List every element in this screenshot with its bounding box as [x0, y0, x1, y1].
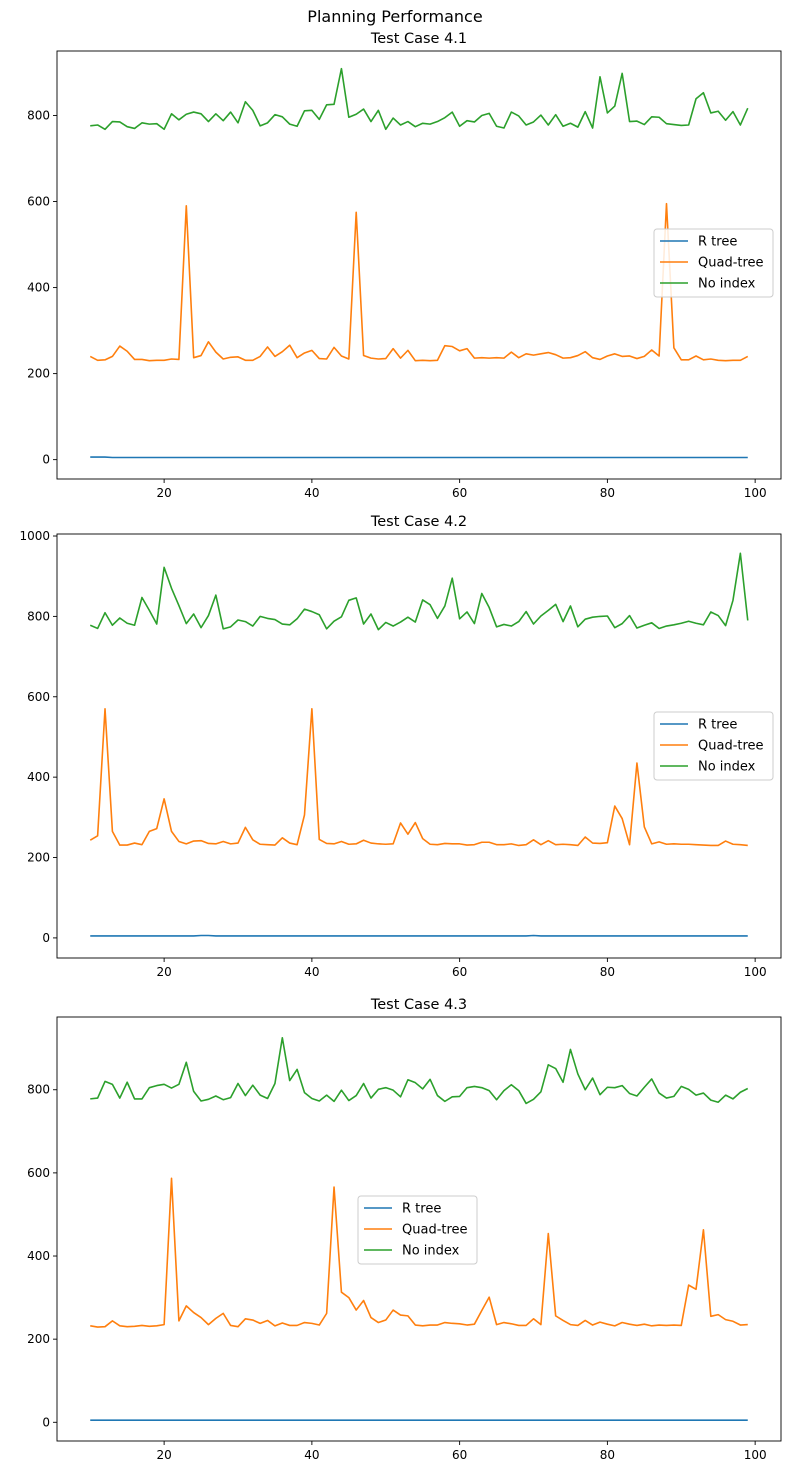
x-tick-label: 100	[744, 965, 767, 979]
y-tick-label: 800	[27, 1083, 50, 1097]
x-tick-label: 20	[156, 486, 171, 500]
series-line-no-index	[90, 1036, 749, 1105]
y-tick-label: 0	[42, 931, 50, 945]
y-tick-label: 1000	[19, 529, 50, 543]
legend-label: No index	[402, 1244, 460, 1259]
y-tick-label: 400	[27, 1249, 50, 1263]
chart-title: Test Case 4.2	[370, 514, 467, 530]
x-tick-label: 60	[452, 1448, 467, 1462]
y-tick-label: 800	[27, 109, 50, 123]
x-tick-label: 40	[304, 1448, 319, 1462]
x-tick-label: 40	[304, 965, 319, 979]
legend-label: No index	[698, 277, 756, 292]
x-tick-label: 80	[600, 486, 615, 500]
x-tick-label: 60	[452, 965, 467, 979]
y-tick-label: 200	[27, 1332, 50, 1346]
y-tick-label: 200	[27, 367, 50, 381]
x-tick-label: 80	[600, 965, 615, 979]
chart-panel-3: Test Case 4.3 20 40 60 80 100 0 200 400 600 800 R t…	[27, 997, 782, 1462]
legend: R tree Quad-tree No index	[653, 711, 774, 781]
y-tick-label: 600	[27, 195, 50, 209]
x-tick-label: 20	[156, 965, 171, 979]
y-tick-label: 0	[42, 453, 50, 467]
chart-panel-2: Test Case 4.220 40 60 80 1000200400600800100…	[19, 514, 782, 979]
legend-label: Quad-tree	[402, 1223, 468, 1238]
series-line-quad-tree	[89, 708, 748, 847]
x-tick-label: 40	[304, 486, 319, 500]
legend-label: No index	[698, 760, 756, 775]
x-tick-label: 100	[744, 1448, 767, 1462]
x-tick-label: 80	[600, 1448, 615, 1462]
legend-label: Quad-tree	[698, 739, 764, 754]
chart-title: Test Case 4.3	[370, 997, 467, 1013]
legend-box	[357, 1195, 478, 1265]
series-line-quad-tree	[89, 202, 749, 362]
figure-suptitle: Planning Performance	[307, 7, 483, 26]
legend-label: Quad-tree	[698, 256, 764, 271]
legend-label: R tree	[402, 1202, 441, 1217]
series-line-no-index	[89, 552, 749, 631]
legend-label: R tree	[698, 718, 737, 733]
series-line-quad-tree	[90, 1177, 748, 1328]
y-tick-label: 200	[27, 851, 50, 865]
axes-frame	[56, 50, 782, 480]
series-line-no-index	[90, 67, 749, 131]
y-tick-label: 400	[27, 770, 50, 784]
y-tick-label: 800	[27, 609, 50, 623]
chart-title: Test Case 4.1	[370, 31, 467, 47]
y-tick-label: 600	[27, 1166, 50, 1180]
x-tick-label: 100	[744, 486, 767, 500]
y-tick-label: 600	[27, 690, 50, 704]
legend: R tree Quad-tree No index	[357, 1195, 478, 1265]
axes-frame	[56, 533, 782, 959]
legend: R tree Quad-tree No index	[653, 228, 774, 298]
legend-label: R tree	[698, 235, 737, 250]
x-tick-label: 60	[452, 486, 467, 500]
legend-box	[653, 228, 774, 298]
chart-panel-1: Test Case 4.1 20 40 60 80 100 0 200 400 600 800 R t…	[27, 31, 782, 500]
axes-frame	[56, 1016, 782, 1442]
y-tick-label: 400	[27, 281, 50, 295]
x-tick-label: 20	[156, 1448, 171, 1462]
y-tick-label: 0	[42, 1415, 50, 1429]
legend-box	[653, 711, 774, 781]
